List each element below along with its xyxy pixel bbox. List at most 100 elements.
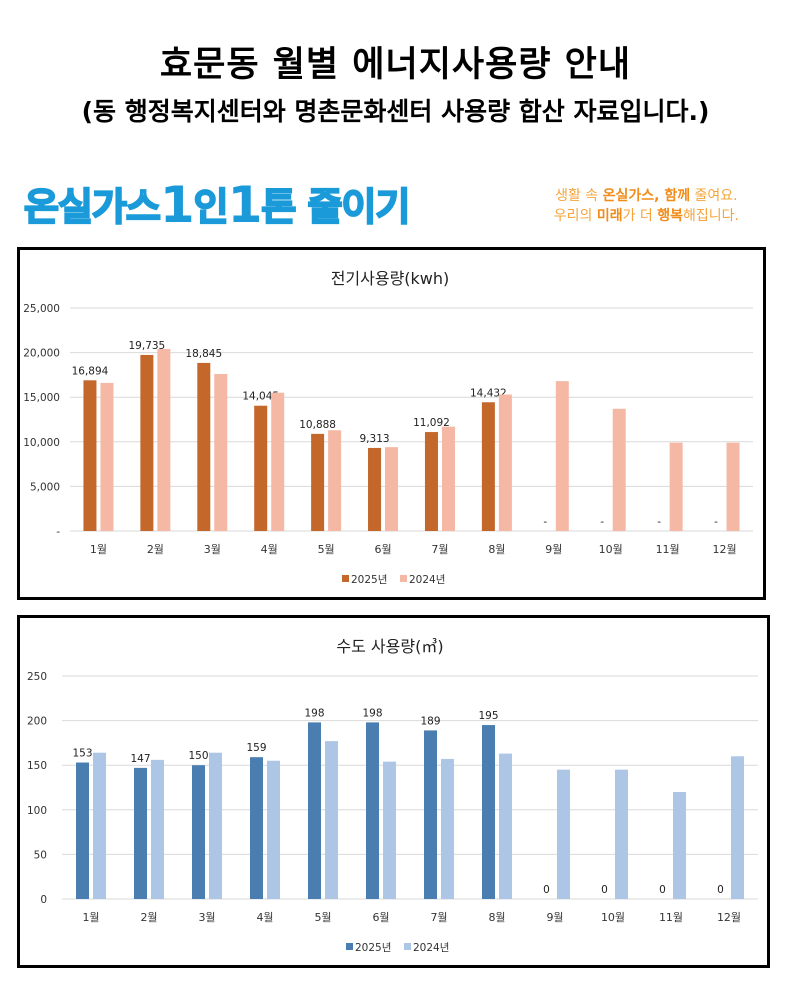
bar-2025 xyxy=(311,433,325,531)
legend-swatch xyxy=(342,575,349,582)
x-tick-label: 6월 xyxy=(372,911,389,924)
bar-2024 xyxy=(93,752,106,899)
x-tick-label: 8월 xyxy=(488,543,505,556)
bar-2024 xyxy=(615,769,628,899)
tagline: 생활 속 온실가스, 함께 줄여요. 우리의 미래가 더 행복해집니다. xyxy=(554,186,739,226)
data-label: 195 xyxy=(478,710,498,722)
data-label: 153 xyxy=(72,748,92,760)
data-label: 189 xyxy=(420,715,440,727)
tagline-text: 가 더 xyxy=(622,208,658,224)
y-tick-label: 50 xyxy=(34,849,47,861)
y-tick-label: 15,000 xyxy=(23,392,60,404)
data-label: - xyxy=(600,516,604,528)
bar-2025 xyxy=(308,722,321,899)
data-label: 0 xyxy=(601,884,608,896)
bar-2024 xyxy=(731,756,744,899)
slogan-logo: 온실가스1인1톤 줄이기 xyxy=(23,176,411,234)
y-tick-label: 10,000 xyxy=(23,437,60,449)
bar-2025 xyxy=(368,447,382,531)
bar-2025 xyxy=(482,725,495,899)
data-label: - xyxy=(714,516,718,528)
bar-2024 xyxy=(498,394,512,531)
bar-2024 xyxy=(267,760,280,899)
data-label: 14,045 xyxy=(242,391,279,403)
bar-2024 xyxy=(383,761,396,899)
x-tick-label: 5월 xyxy=(314,911,331,924)
data-label: 10,888 xyxy=(299,419,336,431)
chart-title: 수도 사용량(㎥) xyxy=(336,637,443,656)
legend-label: 2024년 xyxy=(409,574,445,586)
bar-2025 xyxy=(254,405,268,531)
legend-swatch xyxy=(400,575,407,582)
x-tick-label: 1월 xyxy=(90,543,107,556)
x-tick-label: 5월 xyxy=(318,543,335,556)
tagline-emphasis: 온실가스, 함께 xyxy=(602,188,691,204)
y-tick-label: 25,000 xyxy=(23,303,60,315)
bar-2024 xyxy=(441,426,455,531)
y-tick-label: 150 xyxy=(27,760,47,772)
bar-2024 xyxy=(271,392,285,531)
x-tick-label: 2월 xyxy=(147,543,164,556)
tagline-line-2: 우리의 미래가 더 행복해집니다. xyxy=(554,206,739,226)
x-tick-label: 11월 xyxy=(659,911,683,924)
bar-2024 xyxy=(669,442,683,531)
tagline-text: 생활 속 xyxy=(555,188,603,204)
bar-2025 xyxy=(481,402,495,531)
bar-2025 xyxy=(424,730,437,899)
x-tick-label: 7월 xyxy=(431,543,448,556)
x-tick-label: 12월 xyxy=(717,911,741,924)
bar-2024 xyxy=(726,442,740,531)
bar-2024 xyxy=(385,447,399,531)
data-label: 9,313 xyxy=(360,433,390,445)
bar-2024 xyxy=(499,753,512,899)
slogan-part: 1 xyxy=(227,176,263,234)
x-tick-label: 7월 xyxy=(430,911,447,924)
data-label: 18,845 xyxy=(185,348,222,360)
bar-2025 xyxy=(424,432,438,531)
y-tick-label: 0 xyxy=(40,894,47,906)
page-subtitle: (동 행정복지센터와 명촌문화센터 사용량 합산 자료입니다.) xyxy=(81,97,710,126)
bar-2024 xyxy=(100,382,114,531)
x-tick-label: 4월 xyxy=(261,543,278,556)
electricity-chart-svg: 전기사용량(kwh) - 5,000 10,000 15,000 20,000 25,000… xyxy=(23,269,753,586)
data-label: 14,432 xyxy=(470,387,507,399)
bar-2024 xyxy=(328,430,342,531)
data-label: 0 xyxy=(543,884,550,896)
tagline-line-1: 생활 속 온실가스, 함께 줄여요. xyxy=(554,186,739,206)
x-tick-label: 10월 xyxy=(599,543,623,556)
x-tick-label: 3월 xyxy=(204,543,221,556)
legend-swatch xyxy=(404,943,411,950)
x-tick-label: 2월 xyxy=(140,911,157,924)
data-label: 19,735 xyxy=(129,340,166,352)
data-label: 0 xyxy=(659,884,666,896)
page-title: 효문동 월별 에너지사용량 안내 xyxy=(159,45,632,85)
x-tick-label: 9월 xyxy=(546,911,563,924)
legend-label: 2025년 xyxy=(351,574,387,586)
bar-2024 xyxy=(157,349,171,531)
data-label: 150 xyxy=(188,750,208,762)
y-tick-label: 100 xyxy=(27,805,47,817)
bar-2025 xyxy=(134,767,147,899)
tagline-emphasis: 행복 xyxy=(657,208,684,224)
legend-label: 2024년 xyxy=(413,942,449,954)
x-tick-label: 3월 xyxy=(198,911,215,924)
y-tick-label: 20,000 xyxy=(23,348,60,360)
bar-2024 xyxy=(325,741,338,899)
tagline-text: 줄여요. xyxy=(690,188,738,204)
bar-2025 xyxy=(83,380,97,531)
bar-2024 xyxy=(441,758,454,899)
data-label: 198 xyxy=(304,707,324,719)
x-tick-label: 11월 xyxy=(656,543,680,556)
electricity-chart: 전기사용량(kwh) - 5,000 10,000 15,000 20,000 25,000… xyxy=(17,247,766,600)
data-label: 198 xyxy=(362,707,382,719)
data-label: 11,092 xyxy=(413,417,450,429)
y-tick-label: - xyxy=(56,526,60,538)
data-label: 147 xyxy=(130,753,150,765)
slogan-part: 톤 줄이기 xyxy=(260,184,411,230)
bar-2024 xyxy=(673,791,686,899)
tagline-text: 해집니다. xyxy=(683,208,739,224)
bar-2025 xyxy=(140,354,154,531)
data-label: 159 xyxy=(246,742,266,754)
slogan-part: 1 xyxy=(159,176,195,234)
water-chart-svg: 수도 사용량(㎥) 0 50 100 150 200 250 153 1월 147 2월 150 3월 1… xyxy=(27,637,758,954)
